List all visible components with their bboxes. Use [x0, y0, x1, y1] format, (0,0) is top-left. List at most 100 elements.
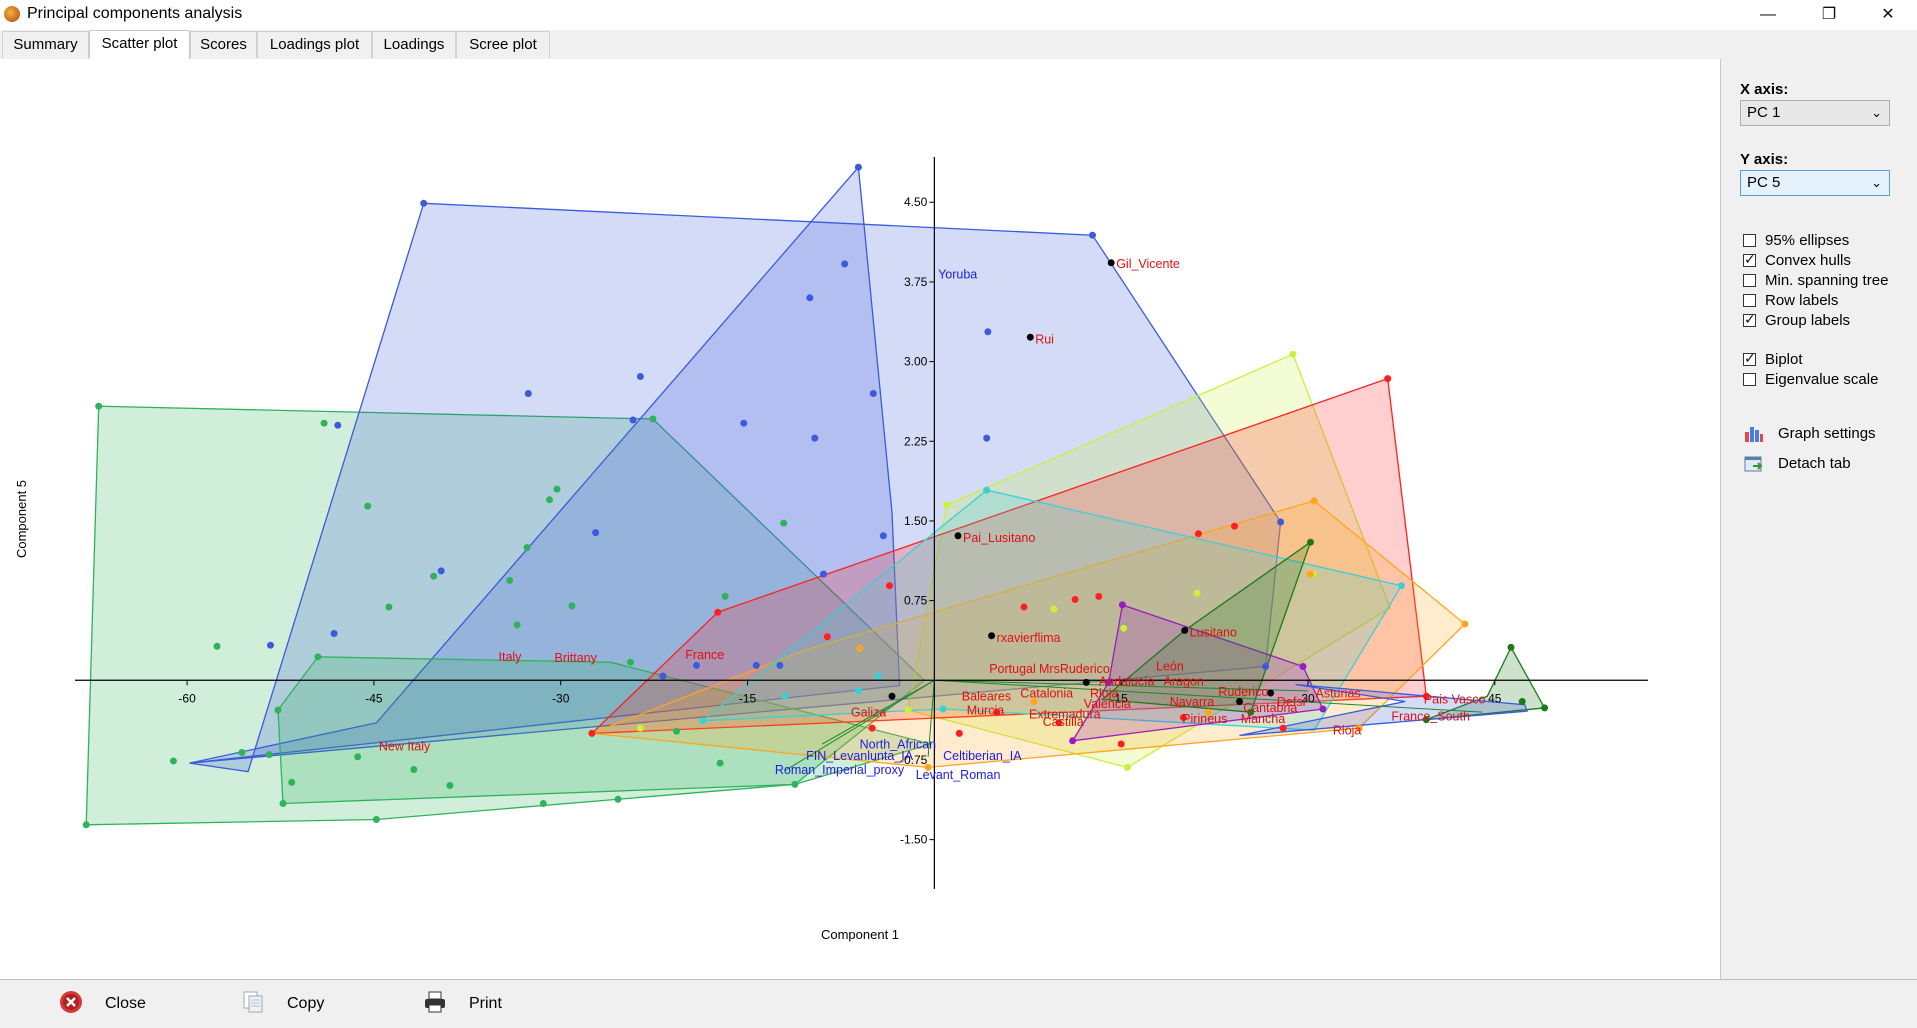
- group-label: Mancha: [1241, 712, 1286, 726]
- biplot-vector-3: [934, 679, 1483, 713]
- restore-icon[interactable]: ❐: [1821, 6, 1837, 23]
- y-axis-select[interactable]: PC 5 ⌄: [1740, 170, 1890, 196]
- data-point: [791, 780, 799, 788]
- data-point: [1461, 620, 1469, 628]
- group-label: Defsr: [1277, 695, 1307, 709]
- group-label: Asturias: [1316, 686, 1361, 700]
- data-point: [614, 795, 622, 803]
- x-tick-label: -60: [178, 691, 196, 705]
- data-point: [430, 572, 438, 580]
- data-point: [1117, 740, 1125, 748]
- group-label: Aragon: [1164, 675, 1204, 689]
- data-point: [274, 706, 282, 714]
- y-tick-label: 3.75: [904, 275, 928, 289]
- data-point: [939, 705, 947, 713]
- data-point: [288, 778, 296, 786]
- data-point: [886, 582, 893, 590]
- data-point: [213, 642, 221, 650]
- data-point: [95, 402, 103, 410]
- data-point: [1507, 643, 1515, 651]
- data-point: [659, 672, 667, 680]
- tab-loadings[interactable]: Loadings: [372, 31, 456, 58]
- copy-button[interactable]: Copy: [241, 990, 351, 1018]
- window-title: Principal components analysis: [27, 5, 243, 22]
- checkbox-box[interactable]: [1743, 373, 1756, 386]
- close-button[interactable]: Close: [59, 990, 169, 1018]
- data-point: [1299, 663, 1307, 670]
- group-label: Baleares: [962, 690, 1011, 704]
- print-button[interactable]: Print: [423, 990, 533, 1018]
- biplot-vector-4: [934, 679, 1309, 692]
- data-point: [1247, 708, 1255, 716]
- group-label: Pirineus: [1182, 712, 1227, 726]
- checkbox-box[interactable]: [1743, 350, 1756, 367]
- tab-scree-plot[interactable]: Scree plot: [456, 31, 550, 58]
- checkbox-box[interactable]: [1743, 251, 1756, 268]
- data-point: [1355, 724, 1363, 732]
- data-point: [841, 260, 849, 268]
- data-point: [983, 434, 991, 442]
- data-point: [1082, 678, 1090, 686]
- checkbox-box[interactable]: [1743, 234, 1756, 247]
- data-point: [1020, 603, 1028, 611]
- minimize-icon[interactable]: —: [1760, 6, 1776, 23]
- data-point: [856, 644, 864, 652]
- data-point: [854, 163, 862, 171]
- group-label: Galiza: [851, 705, 886, 719]
- data-point: [984, 328, 992, 336]
- data-point: [776, 661, 784, 669]
- group-label: Portugal: [989, 662, 1036, 676]
- data-point: [1397, 582, 1405, 590]
- data-point: [82, 821, 90, 829]
- group-label: Lusitano: [1190, 626, 1237, 640]
- scatter-plot-area[interactable]: -60 -45 -30 -15 15 30 45 -1.50 0.75 1.50 2.25 3.00 3…: [0, 59, 1720, 979]
- data-point: [267, 641, 274, 649]
- detach-icon: [1744, 456, 1763, 472]
- group-label: Brittany: [555, 651, 598, 665]
- group-label: Yoruba: [938, 268, 977, 282]
- tab-loadings-plot[interactable]: Loadings plot: [257, 31, 372, 58]
- data-point: [811, 434, 819, 442]
- group-label: New Italy: [379, 739, 431, 753]
- data-point: [354, 753, 362, 761]
- x-tick-label: -15: [739, 691, 757, 705]
- checkbox-box[interactable]: [1743, 294, 1756, 307]
- x-tick-label: -45: [365, 691, 383, 705]
- biplot-vector-2: [927, 680, 935, 757]
- x-axis-select[interactable]: PC 1 ⌄: [1740, 100, 1890, 126]
- data-point: [1422, 692, 1430, 700]
- data-point: [714, 608, 722, 616]
- data-point: [629, 416, 637, 424]
- tab-summary[interactable]: Summary: [2, 31, 89, 58]
- group-label: Cantabria: [1243, 701, 1297, 715]
- checkbox-box[interactable]: [1743, 311, 1756, 328]
- y-tick-label: -0.75: [900, 753, 928, 767]
- data-point: [385, 603, 393, 611]
- data-point: [1069, 737, 1077, 745]
- data-point: [1194, 530, 1202, 538]
- data-point: [314, 653, 322, 661]
- pca-scatter-plot[interactable]: -60 -45 -30 -15 15 30 45 -1.50 0.75 1.50 2.25 3.00 3…: [0, 59, 1720, 979]
- group-label: Valencia: [1084, 697, 1131, 711]
- data-point: [523, 544, 531, 551]
- group-label: Pais Vasco: [1424, 693, 1486, 707]
- data-point: [781, 692, 789, 700]
- group-label: Extremadura: [1029, 708, 1101, 722]
- tab-scatter-plot[interactable]: Scatter plot: [89, 30, 190, 59]
- tab-scores[interactable]: Scores: [190, 31, 257, 58]
- checkbox-box[interactable]: [1743, 274, 1756, 287]
- convex-hull-10: [1239, 683, 1529, 737]
- data-point: [539, 800, 547, 807]
- data-point: [721, 592, 729, 600]
- group-label: León: [1156, 660, 1184, 674]
- data-point: [699, 717, 707, 725]
- y-axis-label: Component 5: [14, 480, 29, 558]
- data-point: [1193, 589, 1201, 597]
- close-icon[interactable]: ✕: [1881, 6, 1895, 23]
- data-point: [588, 729, 596, 737]
- data-point: [372, 816, 380, 823]
- data-point: [1120, 624, 1128, 632]
- data-point: [279, 800, 287, 807]
- group-label: France: [685, 648, 724, 662]
- data-point: [820, 570, 827, 578]
